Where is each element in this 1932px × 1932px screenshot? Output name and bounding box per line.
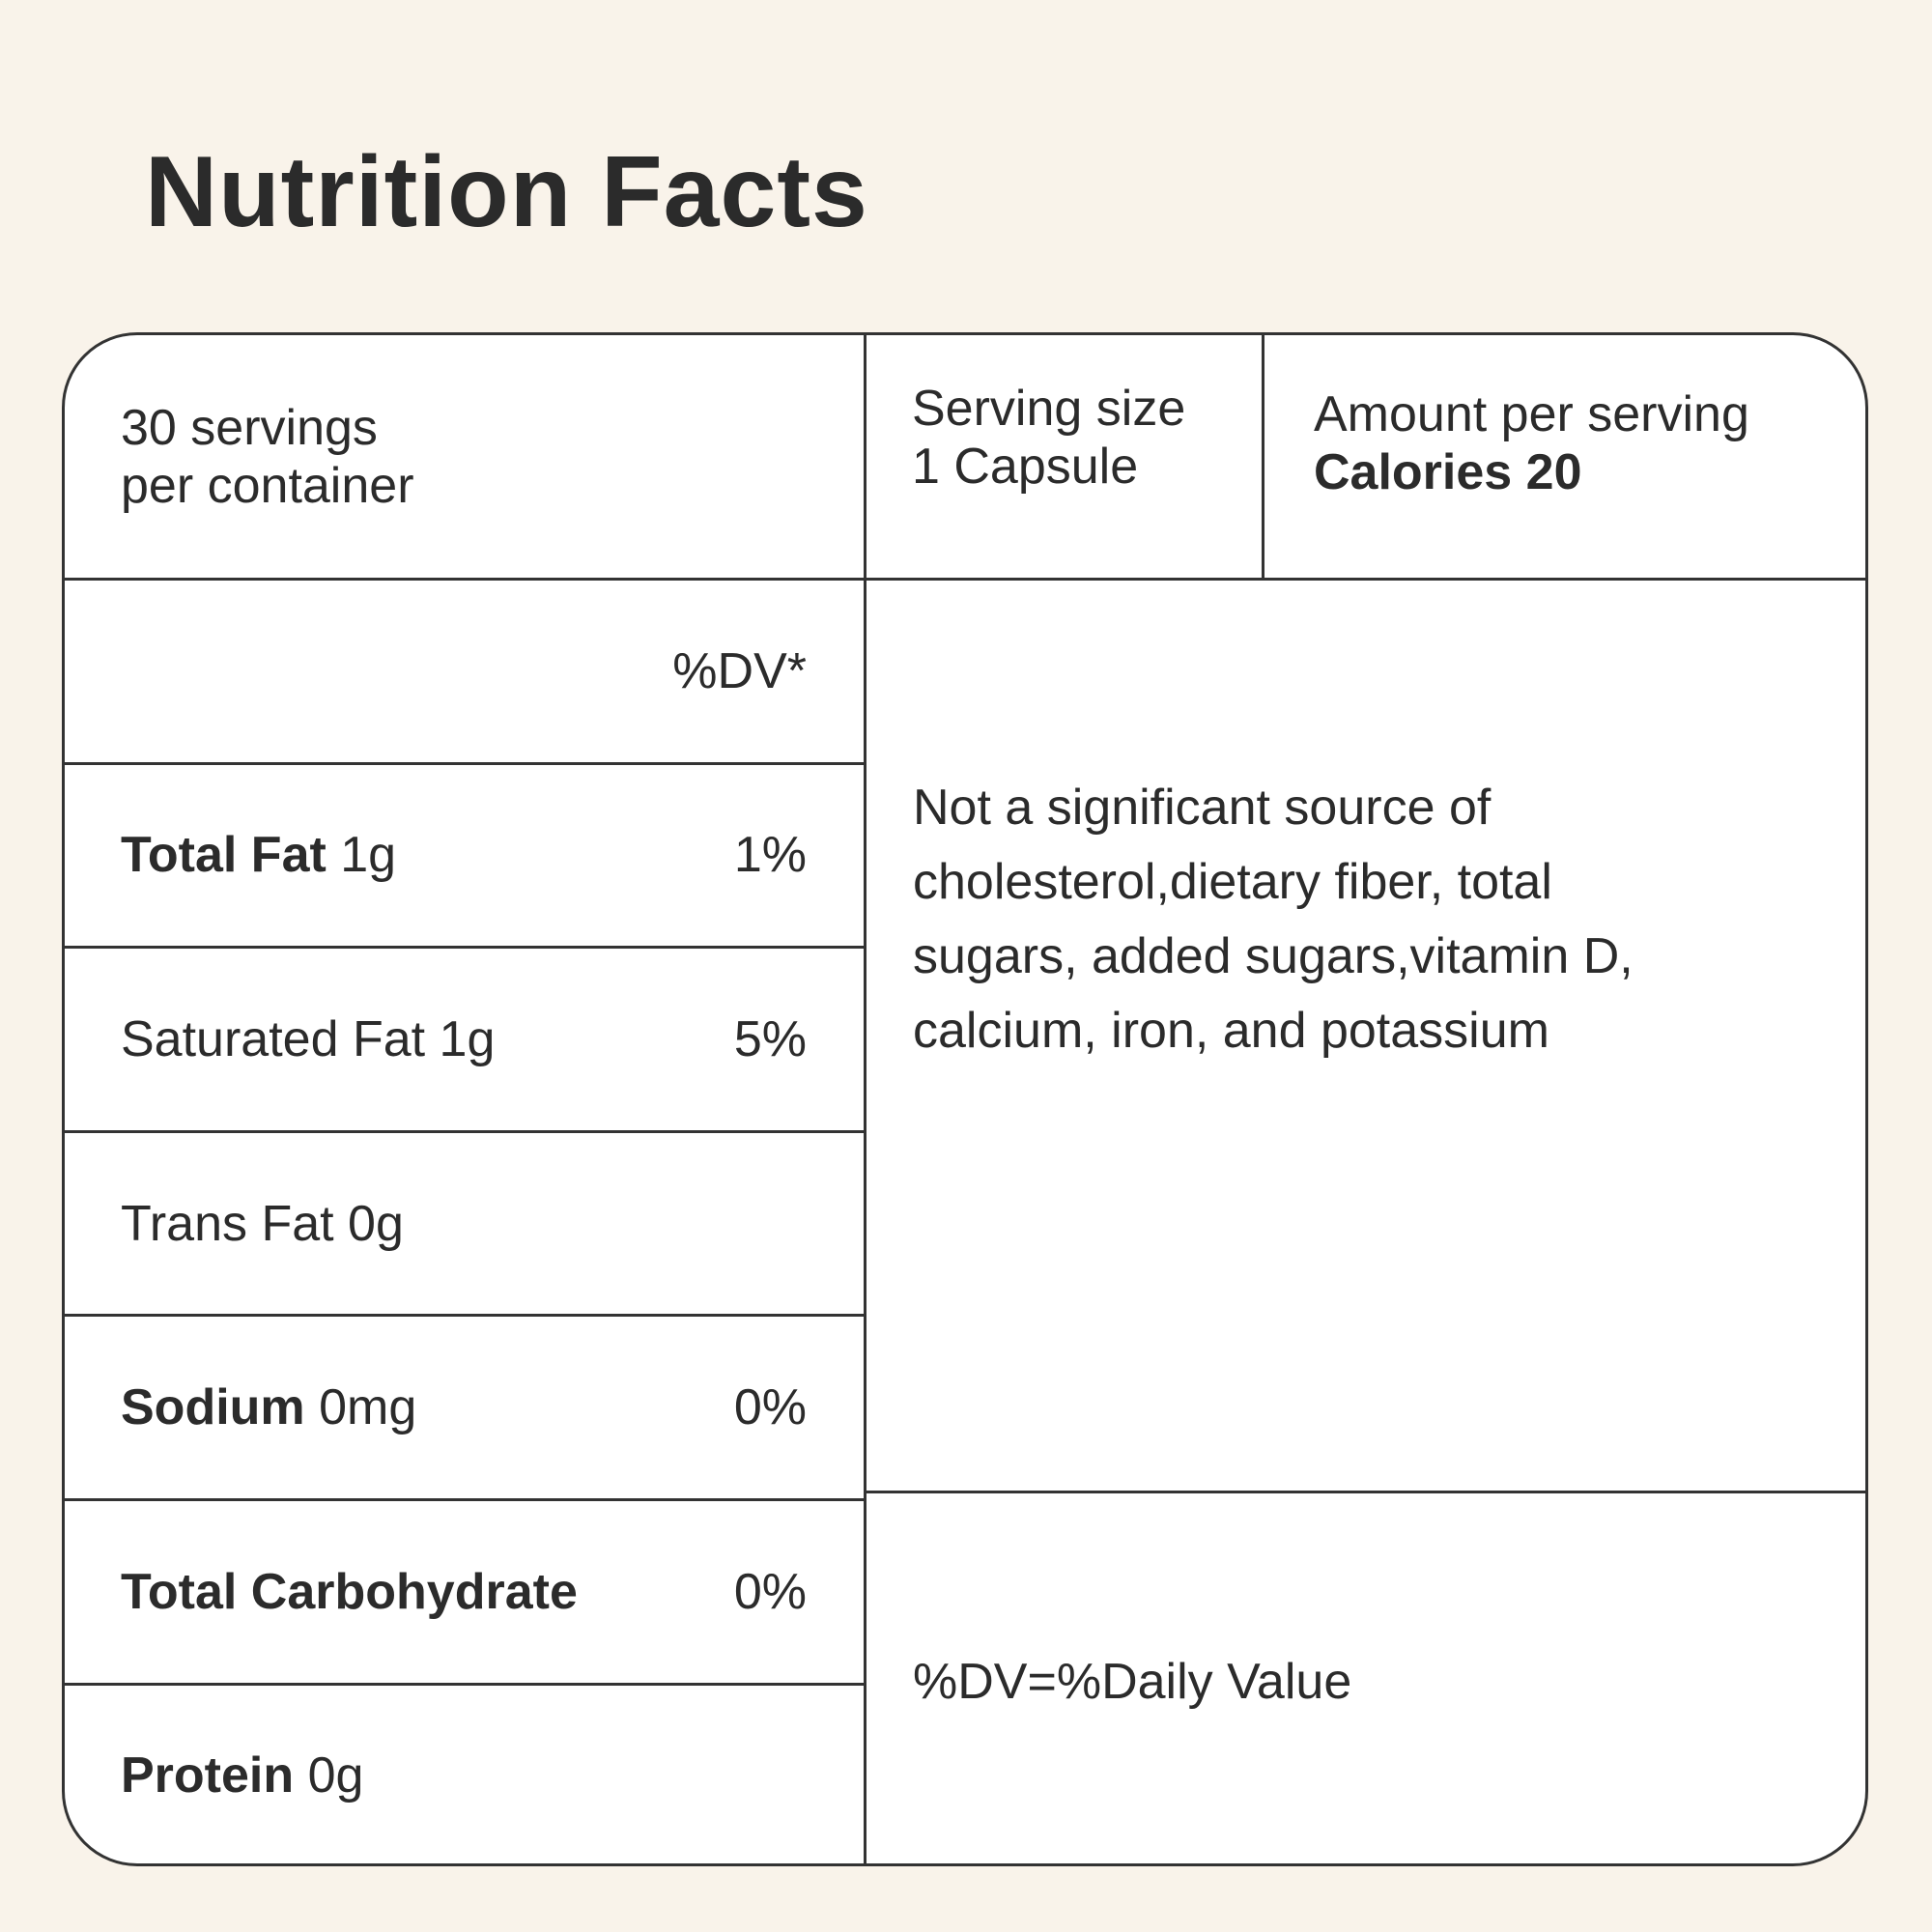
text: 30 servings xyxy=(121,399,378,456)
nutrient-amount: 0mg xyxy=(319,1379,417,1436)
divider xyxy=(65,1314,864,1318)
nutrient-name: Trans Fat xyxy=(121,1195,334,1252)
dv-header-row: %DV* xyxy=(121,581,807,762)
nutrient-row: Sodium 0mg 0% xyxy=(121,1317,807,1498)
nutrient: Trans Fat 0g xyxy=(121,1195,404,1253)
nutrient-row: Trans Fat 0g xyxy=(121,1133,807,1315)
nutrient-name: Total Carbohydrate xyxy=(121,1563,578,1620)
note-line: calcium, iron, and potassium xyxy=(913,1003,1549,1059)
text: per container xyxy=(121,457,414,514)
nutrient-name: Total Fat xyxy=(121,827,327,884)
divider xyxy=(65,1498,864,1501)
nutrient-row: Protein 0g xyxy=(121,1686,807,1863)
calories: Calories 20 xyxy=(1314,443,1582,500)
text: Amount per serving xyxy=(1314,385,1749,442)
nutrient-name: Saturated Fat xyxy=(121,1010,426,1067)
divider xyxy=(65,946,864,950)
text: %DV=%Daily Value xyxy=(913,1653,1352,1710)
nutrient: Total Carbohydrate xyxy=(121,1563,578,1621)
title: Nutrition Facts xyxy=(145,136,868,248)
note-line: sugars, added sugars,vitamin D, xyxy=(913,928,1634,984)
amount: Amount per serving Calories 20 xyxy=(1314,335,1864,564)
nutrient: Protein 0g xyxy=(121,1747,363,1804)
nutrient: Sodium 0mg xyxy=(121,1378,416,1436)
note-text: Not a significant source of cholesterol,d… xyxy=(913,771,1865,1068)
nutrient-amount: 1g xyxy=(439,1010,496,1067)
note: Not a significant source of cholesterol,d… xyxy=(913,581,1865,1491)
footnote: %DV=%Daily Value xyxy=(913,1493,1865,1863)
divider xyxy=(65,1682,864,1686)
dv-header: %DV* xyxy=(672,642,807,699)
nutrient: Saturated Fat 1g xyxy=(121,1010,495,1068)
nutrient-list: %DV* Total Fat 1g 1% Saturated Fat 1g 5% Tran… xyxy=(65,581,864,1863)
note-line: Not a significant source of xyxy=(913,780,1492,836)
nutrition-table: 30 servings per container Serving size 1… xyxy=(62,332,1868,1866)
divider xyxy=(65,578,1865,581)
divider xyxy=(865,1491,1865,1493)
note-line: cholesterol,dietary fiber, total xyxy=(913,854,1552,910)
nutrient: Total Fat 1g xyxy=(121,826,396,884)
nutrient-row: Saturated Fat 1g 5% xyxy=(121,949,807,1130)
daily-value: 0% xyxy=(733,1563,807,1620)
daily-value: 5% xyxy=(733,1010,807,1067)
divider xyxy=(65,761,864,765)
divider xyxy=(65,1129,864,1133)
nutrient-name: Sodium xyxy=(121,1379,305,1436)
divider xyxy=(864,335,867,1863)
nutrient-amount: 0g xyxy=(348,1195,404,1252)
nutrient-row: Total Carbohydrate 0% xyxy=(121,1501,807,1683)
text: Serving size xyxy=(912,380,1186,437)
nutrient-name: Protein xyxy=(121,1747,295,1804)
nutrient-row: Total Fat 1g 1% xyxy=(121,765,807,947)
daily-value: 0% xyxy=(733,1379,807,1436)
nutrient-amount: 0g xyxy=(307,1747,364,1804)
text: 1 Capsule xyxy=(912,438,1139,495)
nutrient-amount: 1g xyxy=(340,827,397,884)
daily-value: 1% xyxy=(733,827,807,884)
servings: 30 servings per container xyxy=(121,335,855,578)
divider xyxy=(1262,335,1264,580)
serving-size: Serving size 1 Capsule xyxy=(912,335,1260,558)
